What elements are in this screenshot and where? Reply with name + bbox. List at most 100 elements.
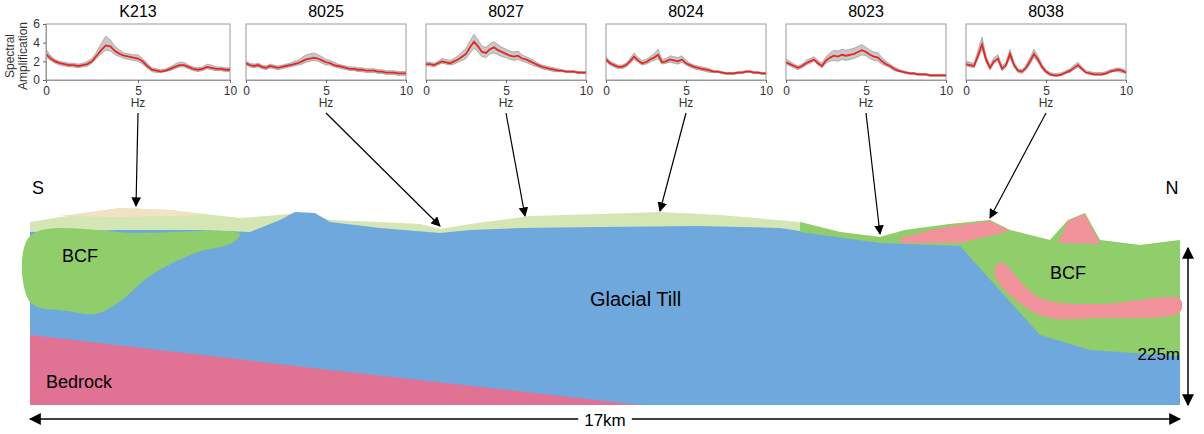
x-tick: 10 — [580, 80, 594, 98]
station-arrow — [990, 113, 1046, 218]
figure: BCFGlacial TillBedrockBCFSN225m17km05100… — [0, 0, 1204, 434]
confidence-band — [966, 37, 1126, 76]
panel: 0 5 10 8027 Hz — [423, 3, 593, 110]
unit-label: BCF — [1050, 263, 1086, 283]
plot-frame — [606, 24, 766, 80]
x-axis-title: Hz — [131, 96, 146, 110]
mean-line — [786, 50, 946, 75]
sand-lens — [995, 262, 1183, 319]
cross-section: BCFGlacial TillBedrockBCF — [22, 208, 1182, 405]
x-tick: 10 — [760, 80, 774, 98]
panel: 0 5 10 8025 Hz — [243, 3, 413, 110]
x-tick-label: 0 — [423, 84, 430, 98]
confidence-band — [246, 53, 406, 75]
plot-frame — [786, 24, 946, 80]
station-arrow — [136, 113, 138, 206]
panel-title: K213 — [119, 3, 156, 20]
x-tick-label: 0 — [43, 84, 50, 98]
plot-area — [606, 49, 766, 74]
bcf-north — [800, 213, 1180, 356]
y-tick: 0 — [33, 73, 46, 87]
plot-frame — [426, 24, 586, 80]
confidence-band — [46, 36, 230, 72]
panel-title: 8027 — [488, 3, 524, 20]
x-tick: 10 — [400, 80, 414, 98]
x-axis-title: Hz — [499, 96, 514, 110]
panel: 05108038Hz — [963, 3, 1133, 110]
x-tick-label: 10 — [760, 84, 774, 98]
y-tick: 6 — [33, 17, 46, 31]
mean-line — [606, 55, 766, 74]
x-tick: 0 — [423, 80, 430, 98]
x-tick-label: 10 — [1120, 84, 1134, 98]
bedrock — [30, 335, 640, 405]
x-tick: 0 — [783, 80, 790, 98]
plot-area — [426, 34, 586, 73]
bcf-south — [22, 228, 240, 314]
y-tick: 2 — [33, 55, 46, 69]
y-axis-title: SpectralAmplification — [3, 22, 30, 90]
y-tick-mark — [43, 43, 46, 44]
x-tick: 0 — [603, 80, 610, 98]
depth-label: 225m — [1137, 345, 1180, 364]
confidence-band — [606, 49, 766, 74]
y-axis-line — [46, 25, 47, 81]
x-tick-label: 0 — [783, 84, 790, 98]
panel-title: 8023 — [848, 3, 884, 20]
mean-line — [246, 58, 406, 74]
x-tick: 0 — [43, 80, 50, 98]
label-background — [578, 411, 632, 430]
x-tick-label: 10 — [940, 84, 954, 98]
y-tick-mark — [43, 61, 46, 62]
depth-arrow — [1187, 248, 1189, 405]
x-tick-label: 10 — [580, 84, 594, 98]
x-tick-label: 0 — [243, 84, 250, 98]
canvas: BCFGlacial TillBedrockBCFSN225m17km05100… — [0, 0, 1204, 434]
y-axis: 0 2 4 6 — [33, 17, 46, 87]
hill-lens — [1058, 214, 1100, 244]
unit-label: Glacial Till — [590, 288, 681, 310]
plot-area — [786, 45, 946, 77]
y-tick-label: 6 — [33, 17, 40, 31]
panel: 0 5 10 8023 Hz — [783, 3, 953, 110]
direction-label: S — [32, 178, 44, 198]
x-tick-label: 0 — [963, 84, 970, 98]
x-tick: 5 — [323, 80, 330, 98]
plot-frame — [46, 24, 230, 80]
panel-title: 8025 — [308, 3, 344, 20]
x-axis-title: Hz — [319, 96, 334, 110]
x-tick: 0 — [243, 80, 250, 98]
mean-line — [426, 42, 586, 73]
y-tick-mark — [43, 80, 46, 81]
x-tick: 5 — [135, 80, 142, 98]
plot-area — [46, 36, 230, 72]
plot-area — [966, 37, 1126, 76]
x-axis: 0 5 10 — [423, 80, 593, 98]
x-tick: 10 — [1120, 80, 1134, 98]
y-tick-label: 4 — [33, 36, 40, 50]
panel-title: 8038 — [1028, 3, 1064, 20]
x-axis-title: Hz — [859, 96, 874, 110]
x-tick: 5 — [863, 80, 870, 98]
panel: 05108024Hz — [603, 3, 773, 110]
surface-deposit — [60, 208, 205, 217]
y-tick-label: 0 — [33, 73, 40, 87]
x-tick-label: 10 — [224, 84, 238, 98]
y-tick: 4 — [33, 36, 46, 50]
plot-frame — [966, 24, 1126, 80]
x-axis: 0510 — [603, 80, 773, 98]
panel-title: 8024 — [668, 3, 704, 20]
x-tick: 10 — [224, 80, 238, 98]
mean-line — [966, 45, 1126, 76]
x-axis: 0 5 10 — [243, 80, 413, 98]
x-tick: 0 — [963, 80, 970, 98]
x-axis: 0 5 10 — [43, 80, 237, 98]
x-tick-label: 10 — [400, 84, 414, 98]
station-arrow — [866, 113, 880, 234]
x-tick: 10 — [940, 80, 954, 98]
confidence-band — [426, 34, 586, 73]
surface-lens — [900, 221, 1010, 243]
mean-line — [46, 45, 230, 71]
x-tick: 5 — [503, 80, 510, 98]
station-arrow — [326, 113, 440, 226]
